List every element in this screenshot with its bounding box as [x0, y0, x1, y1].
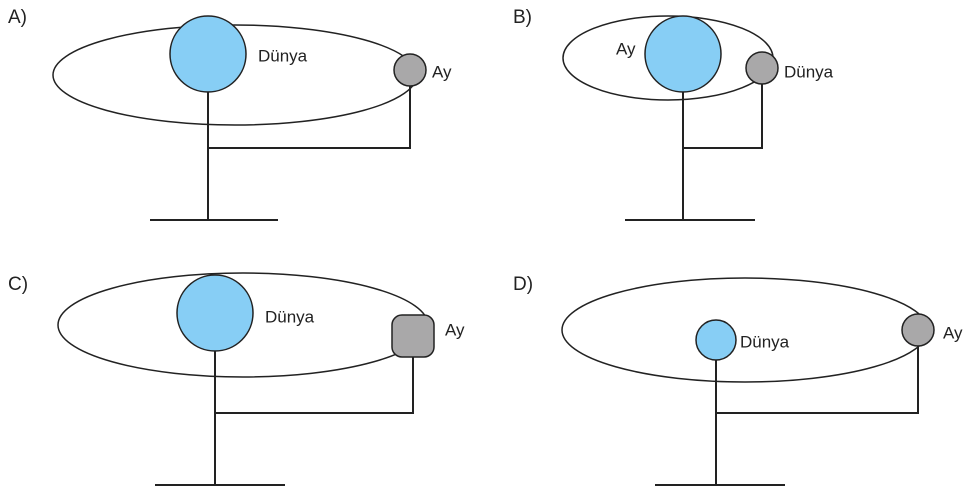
blue-label: Dünya: [258, 46, 308, 65]
option-letter: C): [8, 274, 28, 295]
option-a: A) Dünya Ay: [8, 7, 452, 220]
option-letter: D): [513, 274, 533, 295]
grey-body: [394, 54, 426, 86]
diagram: A) Dünya Ay B) Ay Dünya C) Dünya Ay D) D…: [0, 0, 977, 493]
option-d: D) Dünya Ay: [513, 274, 963, 485]
grey-label: Ay: [445, 320, 465, 339]
option-b: B) Ay Dünya: [513, 7, 834, 220]
stand: [655, 346, 918, 485]
option-letter: B): [513, 7, 532, 28]
blue-body: [170, 16, 246, 92]
grey-body: [746, 52, 778, 84]
orbit: [562, 278, 928, 382]
grey-body: [902, 314, 934, 346]
blue-label: Ay: [616, 39, 636, 58]
option-letter: A): [8, 7, 27, 28]
grey-label: Ay: [943, 323, 963, 342]
option-c: C) Dünya Ay: [8, 273, 465, 485]
blue-label: Dünya: [740, 332, 790, 351]
stand: [625, 84, 762, 220]
blue-body: [645, 16, 721, 92]
grey-body: [392, 315, 434, 357]
blue-body: [696, 320, 736, 360]
blue-label: Dünya: [265, 307, 315, 326]
stand: [150, 86, 410, 220]
blue-body: [177, 275, 253, 351]
grey-label: Ay: [432, 62, 452, 81]
stand: [155, 351, 413, 485]
grey-label: Dünya: [784, 62, 834, 81]
